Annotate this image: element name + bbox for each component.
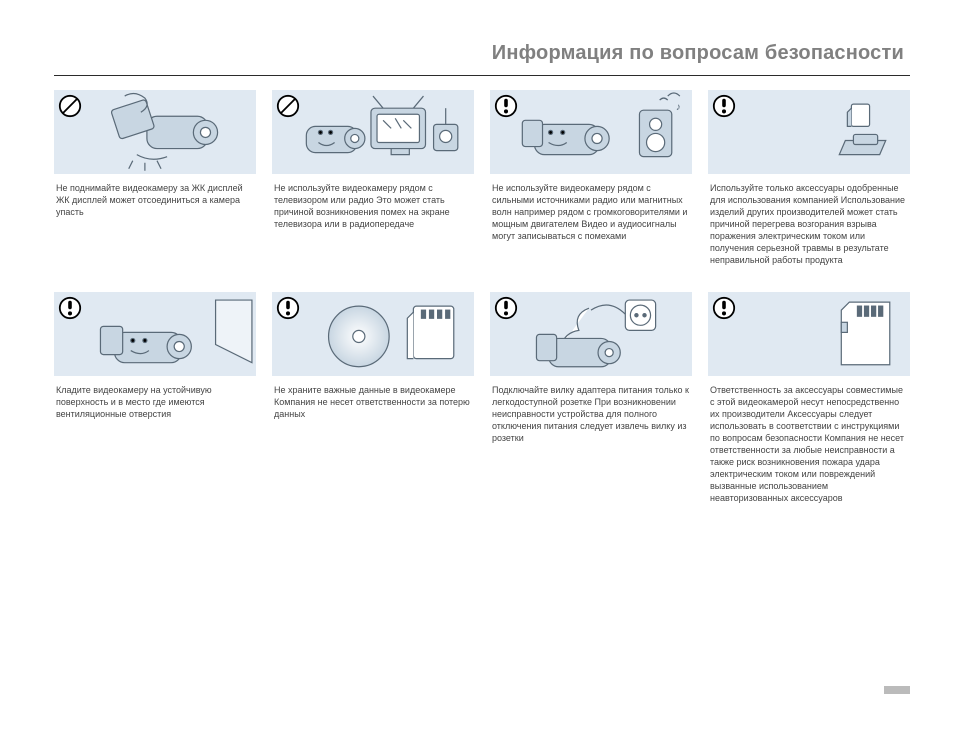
tv-radio-scene [272, 90, 474, 174]
attention-icon [712, 296, 736, 320]
attention-icon [276, 296, 300, 320]
illustration [708, 90, 910, 174]
illustration [272, 292, 474, 376]
warning-cell: Не храните важные данные в видеокамере К… [272, 292, 474, 504]
illustration [272, 90, 474, 174]
caption: Подключайте вилку адаптера питания тольк… [490, 376, 692, 444]
illustration [708, 292, 910, 376]
caption: Не храните важные данные в видеокамере К… [272, 376, 474, 420]
warning-cell: Не поднимайте видеокамеру за ЖК дисплей … [54, 90, 256, 266]
sd-card-scene [708, 292, 910, 376]
caption: Используйте только аксессуары одобренные… [708, 174, 910, 266]
warning-cell: Подключайте вилку адаптера питания тольк… [490, 292, 692, 504]
speaker-scene: ♪ [490, 90, 692, 174]
plug-scene [490, 292, 692, 376]
svg-text:♪: ♪ [676, 102, 681, 113]
warning-cell: Используйте только аксессуары одобренные… [708, 90, 910, 266]
caption: Не поднимайте видеокамеру за ЖК дисплей … [54, 174, 256, 218]
page-title: Информация по вопросам безопасности [54, 42, 910, 65]
title-rule [54, 75, 910, 76]
caption: Кладите видеокамеру на устойчивую поверх… [54, 376, 256, 420]
page-number-slot [884, 686, 910, 694]
illustration: ♪ [490, 90, 692, 174]
attention-icon [58, 296, 82, 320]
lcd-lift-scene [54, 90, 256, 174]
surface-scene [54, 292, 256, 376]
illustration [490, 292, 692, 376]
caption: Не используйте видеокамеру рядом с сильн… [490, 174, 692, 242]
attention-icon [712, 94, 736, 118]
warning-grid: Не поднимайте видеокамеру за ЖК дисплей … [54, 90, 910, 504]
illustration [54, 90, 256, 174]
caption: Не используйте видеокамеру рядом с телев… [272, 174, 474, 230]
warning-cell: Не используйте видеокамеру рядом с телев… [272, 90, 474, 266]
caption: Ответственность за аксессуары совместимы… [708, 376, 910, 504]
warning-cell: Кладите видеокамеру на устойчивую поверх… [54, 292, 256, 504]
prohibit-icon [58, 94, 82, 118]
warning-cell: Ответственность за аксессуары совместимы… [708, 292, 910, 504]
attention-icon [494, 94, 518, 118]
disc-card-scene [272, 292, 474, 376]
warning-cell: ♪ Не используйте видеокамеру рядом с с [490, 90, 692, 266]
illustration [54, 292, 256, 376]
accessories-scene [708, 90, 910, 174]
prohibit-icon [276, 94, 300, 118]
attention-icon [494, 296, 518, 320]
